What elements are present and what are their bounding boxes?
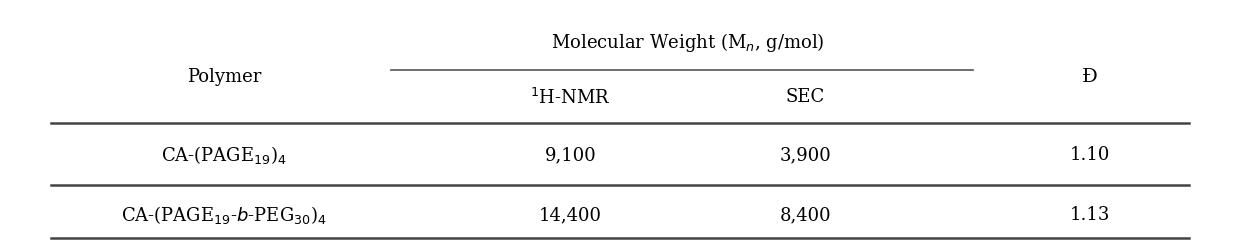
Text: Đ: Đ <box>1083 68 1097 86</box>
Text: 9,100: 9,100 <box>544 146 596 164</box>
Text: 8,400: 8,400 <box>780 206 831 224</box>
Text: 1.13: 1.13 <box>1070 206 1110 224</box>
Text: SEC: SEC <box>786 88 825 106</box>
Text: 3,900: 3,900 <box>780 146 832 164</box>
Text: 1.10: 1.10 <box>1070 146 1110 164</box>
Text: CA-(PAGE$_{19}$)$_4$: CA-(PAGE$_{19}$)$_4$ <box>161 144 286 166</box>
Text: 14,400: 14,400 <box>539 206 601 224</box>
Text: CA-(PAGE$_{19}$-$b$-PEG$_{30}$)$_4$: CA-(PAGE$_{19}$-$b$-PEG$_{30}$)$_4$ <box>122 204 327 226</box>
Text: Molecular Weight (M$_n$, g/mol): Molecular Weight (M$_n$, g/mol) <box>552 31 825 54</box>
Text: $^1$H-NMR: $^1$H-NMR <box>531 87 611 108</box>
Text: Polymer: Polymer <box>187 68 262 86</box>
